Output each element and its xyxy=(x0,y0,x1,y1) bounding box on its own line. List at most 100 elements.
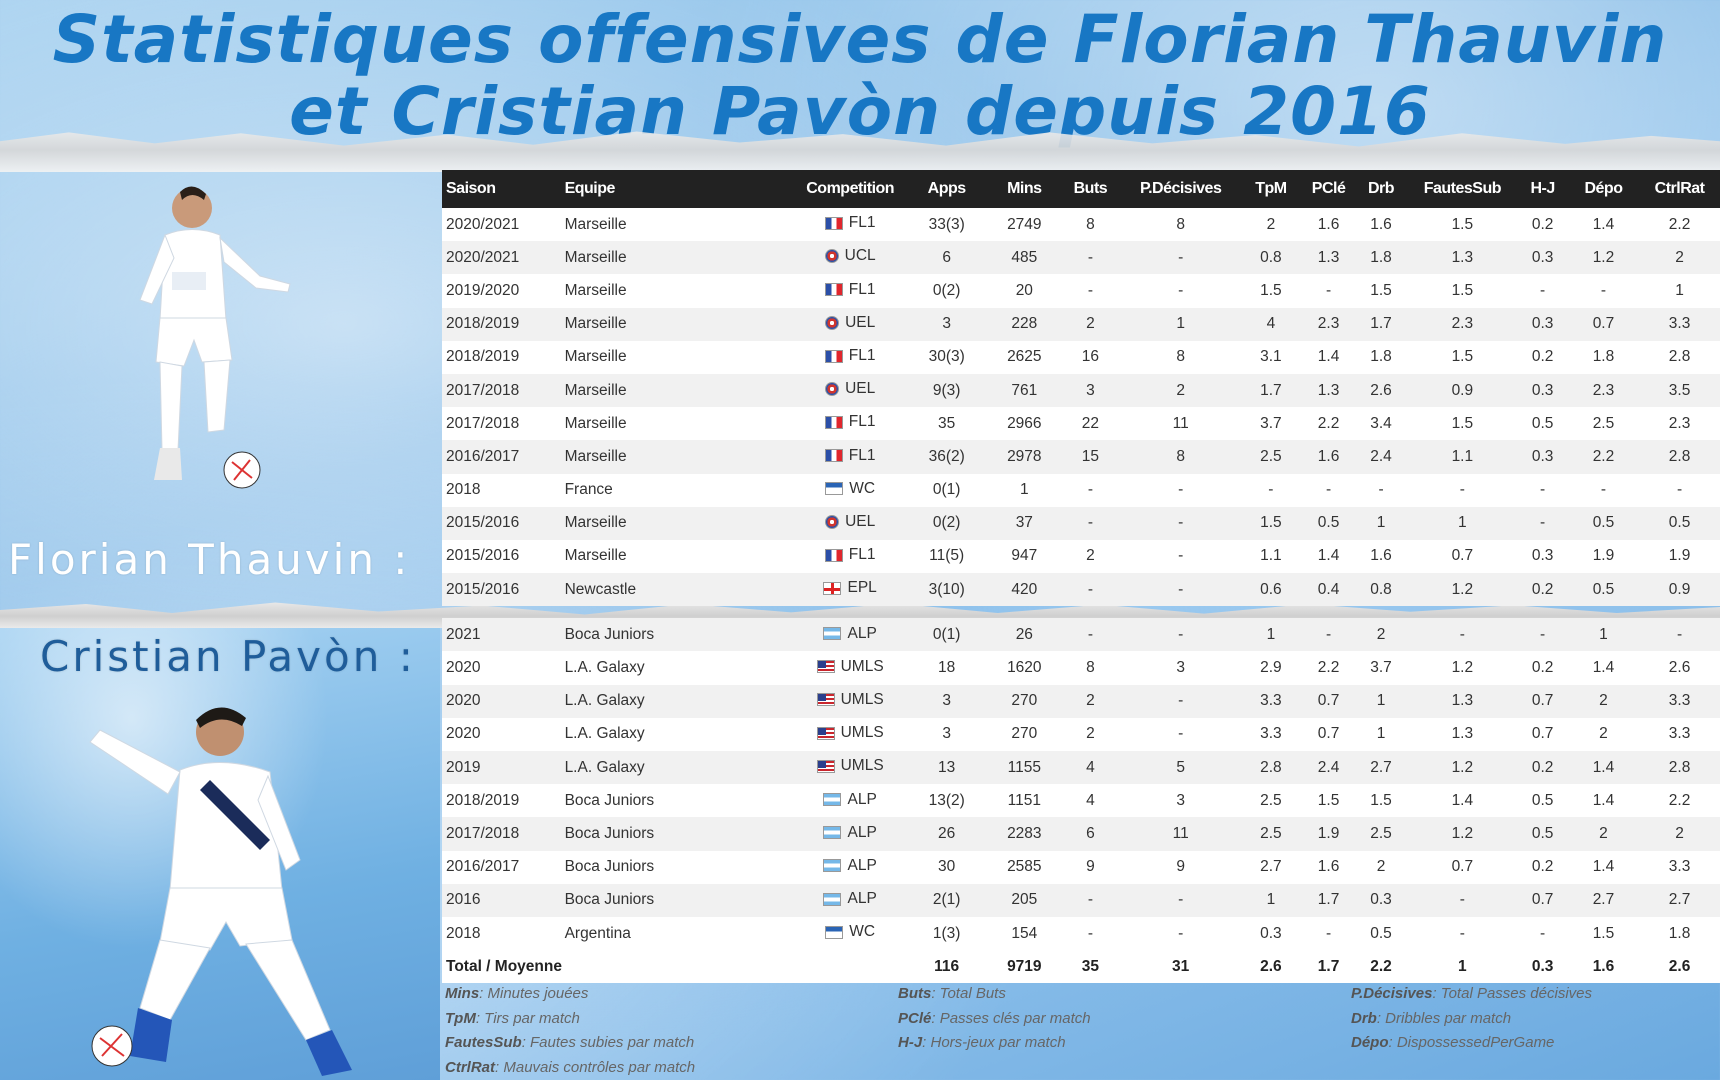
cell-cr: 3.3 xyxy=(1639,307,1720,341)
cell-equipe: Boca Juniors xyxy=(560,817,797,851)
column-header[interactable]: Saison xyxy=(442,170,561,208)
cell-saison: 2018 xyxy=(442,916,561,951)
column-header[interactable]: Competition xyxy=(796,170,904,208)
cell-drb: 2.4 xyxy=(1354,440,1408,474)
cell-equipe: Marseille xyxy=(560,208,797,242)
ar-flag-icon xyxy=(823,793,842,807)
cell-apps: 3 xyxy=(903,307,990,341)
column-header[interactable]: Dépo xyxy=(1567,170,1640,208)
cell-pd: - xyxy=(1121,916,1240,951)
cell-buts: 4 xyxy=(1058,784,1122,818)
cell-depo: - xyxy=(1567,473,1640,507)
cell-pcle: 1.3 xyxy=(1302,241,1355,275)
legend-description: : DispossessedPerGame xyxy=(1388,1034,1555,1051)
total-pd: 31 xyxy=(1121,950,1240,984)
table-row: 2016/2017 Boca Juniors ALP 30 2585 9 9 2.7 1.6 2 0… xyxy=(442,850,1720,884)
table-row: 2016 Boca Juniors ALP 2(1) 205- -1 1.7 0.3-0.7 2… xyxy=(442,883,1720,917)
cell-pcle: 1.9 xyxy=(1302,817,1355,851)
cell-buts: - xyxy=(1058,506,1122,540)
cell-cr: 0.5 xyxy=(1639,506,1720,540)
total-drb: 2.2 xyxy=(1354,950,1408,984)
competition-cell: UCL xyxy=(796,241,904,275)
cell-saison: 2020 xyxy=(442,717,561,751)
cell-cr: 3.3 xyxy=(1639,717,1720,751)
cell-fs: 1.5 xyxy=(1407,407,1518,441)
cell-pd: - xyxy=(1121,506,1240,540)
cell-buts: 22 xyxy=(1058,407,1122,441)
cell-apps: 33(3) xyxy=(903,208,990,242)
abbreviation-legend: Mins: Minutes jouées TpM: Tirs par match F… xyxy=(445,982,1720,1080)
cell-depo: 2.5 xyxy=(1567,407,1640,441)
cell-buts: 2 xyxy=(1058,307,1122,341)
legend-column-1: Mins: Minutes jouées TpM: Tirs par match F… xyxy=(445,982,695,1080)
cell-saison: 2019/2020 xyxy=(442,274,561,308)
column-header[interactable]: H-J xyxy=(1517,170,1568,208)
cell-buts: - xyxy=(1058,473,1122,507)
column-header[interactable]: Mins xyxy=(989,170,1059,208)
cell-tpm: 1.1 xyxy=(1239,539,1303,574)
cell-apps: 3(10) xyxy=(903,573,990,607)
cell-buts: 2 xyxy=(1058,717,1122,751)
legend-item: TpM: Tirs par match xyxy=(445,1007,695,1032)
column-header[interactable]: FautesSub xyxy=(1407,170,1518,208)
column-header[interactable]: PClé xyxy=(1302,170,1355,208)
cell-tpm: 0.8 xyxy=(1239,241,1303,275)
cell-fs: 1.1 xyxy=(1407,440,1518,474)
cell-depo: 2.2 xyxy=(1567,440,1640,474)
cell-apps: 11(5) xyxy=(903,539,990,574)
cell-hj: 0.3 xyxy=(1517,307,1568,341)
cell-depo: 2 xyxy=(1567,684,1640,718)
cell-hj: 0.3 xyxy=(1517,241,1568,275)
cell-saison: 2016/2017 xyxy=(442,850,561,884)
column-header[interactable]: Equipe xyxy=(560,170,797,208)
table-row: 2015/2016 Newcastle EPL 3(10) 420- -0.6 0.4 0.8… xyxy=(442,573,1720,607)
cell-pcle: 2.2 xyxy=(1302,651,1355,685)
legend-item: Drb: Dribbles par match xyxy=(1351,1007,1592,1032)
competition: UMLS xyxy=(816,724,884,742)
cell-pd: 8 xyxy=(1121,440,1240,474)
competition-cell: UEL xyxy=(796,506,904,540)
cell-tpm: 1.7 xyxy=(1239,373,1303,408)
legend-item: Mins: Minutes jouées xyxy=(445,982,695,1007)
column-header[interactable]: P.Décisives xyxy=(1121,170,1240,208)
cell-hj: 0.7 xyxy=(1517,684,1568,718)
cell-fs: 1.3 xyxy=(1407,684,1518,718)
cell-cr: 1.8 xyxy=(1639,916,1720,951)
cell-fs: 1.4 xyxy=(1407,784,1518,818)
cell-drb: 2.7 xyxy=(1354,751,1408,785)
cell-tpm: 3.3 xyxy=(1239,717,1303,751)
cell-fs: - xyxy=(1407,473,1518,507)
cell-fs: 1.5 xyxy=(1407,340,1518,374)
cell-fs: - xyxy=(1407,916,1518,951)
table-row: 2018/2019 Boca Juniors ALP 13(2) 1151 4 3 2.5 1.… xyxy=(442,784,1720,818)
separator-cell xyxy=(442,606,1720,618)
cell-hj: 0.3 xyxy=(1517,440,1568,474)
column-header[interactable]: CtrlRat xyxy=(1639,170,1720,208)
total-buts: 35 xyxy=(1058,950,1122,984)
ar-flag-icon xyxy=(823,627,842,641)
table-row: 2021 Boca Juniors ALP 0(1) 26- -1-2- -1- xyxy=(442,618,1720,652)
cell-mins: 2585 xyxy=(989,850,1059,884)
column-header[interactable]: Buts xyxy=(1058,170,1122,208)
competition-cell: UMLS xyxy=(796,717,904,751)
cell-equipe: Marseille xyxy=(560,539,797,574)
cell-mins: 420 xyxy=(989,573,1059,607)
column-header[interactable]: TpM xyxy=(1239,170,1303,208)
legend-description: : Total Passes décisives xyxy=(1432,985,1592,1002)
cell-hj: 0.7 xyxy=(1517,717,1568,751)
competition: FL1 xyxy=(824,413,876,431)
column-header[interactable]: Apps xyxy=(903,170,990,208)
eu-flag-icon xyxy=(825,514,840,529)
cell-depo: 1.9 xyxy=(1567,539,1640,574)
cell-tpm: 1 xyxy=(1239,883,1303,917)
competition: UEL xyxy=(825,380,875,398)
cell-pd: 1 xyxy=(1121,307,1240,341)
competition: UMLS xyxy=(816,658,884,676)
column-header[interactable]: Drb xyxy=(1354,170,1408,208)
cell-equipe: Marseille xyxy=(560,340,797,374)
cell-tpm: 1.5 xyxy=(1239,274,1303,308)
competition: FL1 xyxy=(824,546,876,564)
cell-cr: 0.9 xyxy=(1639,573,1720,607)
competition-label: UEL xyxy=(845,512,876,530)
cell-hj: 0.2 xyxy=(1517,850,1568,884)
